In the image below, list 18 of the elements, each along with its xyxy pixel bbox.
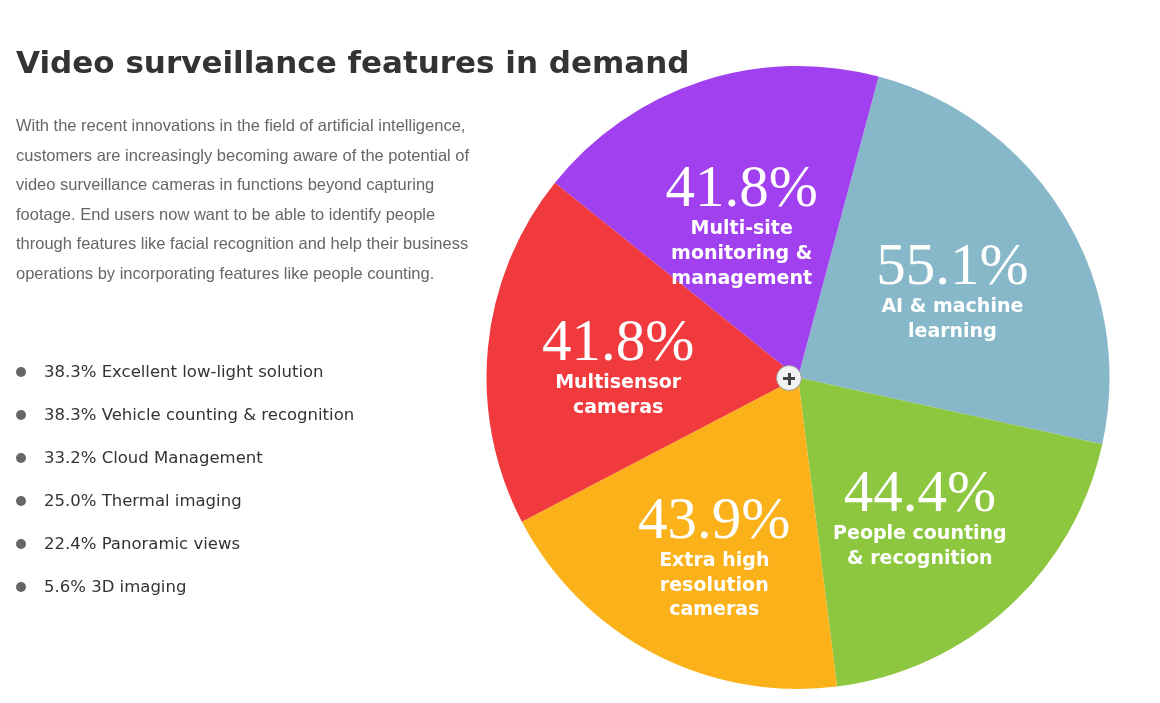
data-label: 55.1%: [876, 230, 1029, 297]
text: 38.3% Excellent low-light solution: [44, 362, 324, 381]
text: 33.2% Cloud Management: [44, 448, 263, 467]
data-label: 44.4%: [843, 457, 997, 524]
text: 25.0% Thermal imaging: [44, 491, 242, 510]
slice-label: People counting & recognition: [833, 521, 1007, 569]
data-label: 41.8%: [665, 152, 818, 219]
slice-label: AI & machine learning: [881, 294, 1024, 341]
text: With the recent innovations in the field of artificial intelligence, customers are increasingly becoming aware of the potential of video surveillance cameras in functions beyond capturing footage. End users now want to be able to identify people through features like facial recognition and help their business operations by incorporating features like people counting.: [16, 115, 471, 284]
text: 22.4% Panoramic views: [44, 534, 240, 553]
data-label: 43.9%: [638, 484, 791, 551]
text: 5.6% 3D imaging: [44, 577, 187, 596]
data-label: 41.8%: [541, 306, 695, 373]
slice-label: Multi-site monitoring & management: [671, 216, 813, 288]
text: 38.3% Vehicle counting & recognition: [44, 405, 355, 424]
chart-title: Video surveillance features in demand: [16, 44, 690, 80]
slice-label: Multisensor cameras: [555, 370, 682, 418]
slice-label: Extra high resolution cameras: [659, 548, 770, 620]
